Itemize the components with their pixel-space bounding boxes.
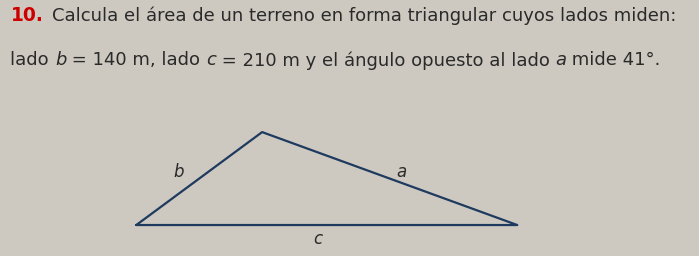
Text: Calcula el área de un terreno en forma triangular cuyos lados miden:: Calcula el área de un terreno en forma t…: [52, 6, 677, 25]
Text: = 210 m y el ángulo opuesto al lado: = 210 m y el ángulo opuesto al lado: [216, 51, 556, 70]
Text: b: b: [173, 163, 184, 180]
Text: b: b: [55, 51, 66, 69]
Text: c: c: [206, 51, 216, 69]
Text: lado: lado: [10, 51, 55, 69]
Text: c: c: [313, 230, 323, 248]
Text: a: a: [397, 163, 407, 180]
Text: a: a: [556, 51, 566, 69]
Text: mide 41°.: mide 41°.: [566, 51, 661, 69]
Text: 10.: 10.: [10, 6, 43, 25]
Text: = 140 m, lado: = 140 m, lado: [66, 51, 206, 69]
